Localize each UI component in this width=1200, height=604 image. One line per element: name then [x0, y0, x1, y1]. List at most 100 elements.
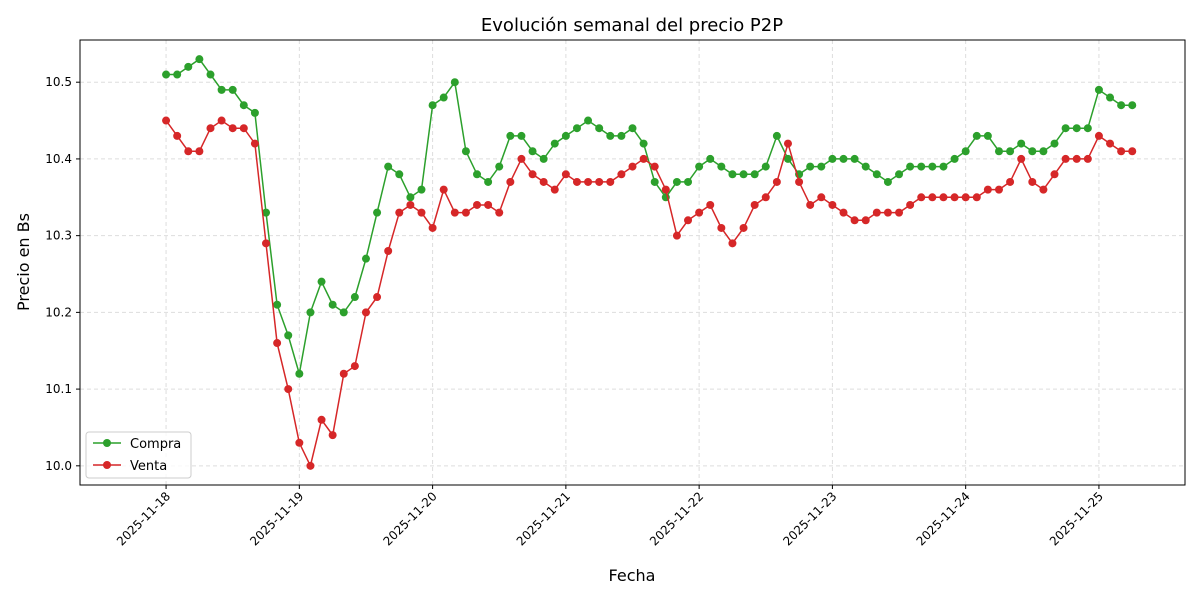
plot-frame	[79, 39, 1186, 486]
data-point-compra	[262, 208, 271, 217]
data-point-venta	[650, 162, 659, 171]
data-point-compra	[173, 70, 182, 79]
y-tick-label: 10.3	[45, 229, 72, 243]
data-point-compra	[895, 170, 904, 179]
data-point-venta	[395, 208, 404, 217]
data-point-venta	[572, 177, 581, 186]
data-point-venta	[1061, 154, 1070, 163]
data-point-venta	[1017, 154, 1026, 163]
data-point-venta	[295, 438, 304, 447]
data-point-venta	[584, 177, 593, 186]
data-point-venta	[1006, 177, 1015, 186]
x-tick-label: 2025-11-19	[247, 489, 306, 548]
data-point-venta	[339, 369, 348, 378]
data-point-compra	[484, 177, 493, 186]
data-point-venta	[239, 124, 248, 133]
data-point-venta	[550, 185, 559, 194]
data-point-compra	[839, 154, 848, 163]
data-point-compra	[328, 300, 337, 309]
data-point-compra	[439, 93, 448, 102]
data-point-compra	[1039, 147, 1048, 156]
data-point-compra	[828, 154, 837, 163]
chart-title: Evolución semanal del precio P2P	[481, 15, 783, 36]
data-point-compra	[384, 162, 393, 171]
data-point-compra	[750, 170, 759, 179]
data-point-compra	[239, 101, 248, 110]
data-point-venta	[761, 193, 770, 202]
data-point-compra	[772, 131, 781, 140]
data-point-compra	[939, 162, 948, 171]
data-point-venta	[528, 170, 537, 179]
data-point-compra	[162, 70, 171, 79]
data-point-compra	[672, 177, 681, 186]
data-point-venta	[917, 193, 926, 202]
data-point-compra	[206, 70, 215, 79]
data-point-compra	[317, 277, 326, 286]
data-point-venta	[406, 200, 415, 209]
data-point-compra	[706, 154, 715, 163]
data-point-compra	[584, 116, 593, 125]
data-point-compra	[1072, 124, 1081, 133]
legend-marker-compra	[103, 439, 111, 447]
data-point-venta	[539, 177, 548, 186]
data-point-venta	[717, 223, 726, 232]
data-point-venta	[439, 185, 448, 194]
data-point-compra	[428, 101, 437, 110]
data-point-compra	[473, 170, 482, 179]
data-point-venta	[450, 208, 459, 217]
data-point-venta	[206, 124, 215, 133]
data-point-venta	[606, 177, 615, 186]
y-tick-label: 10.5	[45, 75, 72, 89]
data-point-compra	[883, 177, 892, 186]
data-point-compra	[373, 208, 382, 217]
data-point-venta	[1050, 170, 1059, 179]
x-tick-label: 2025-11-22	[647, 489, 706, 548]
data-point-compra	[539, 154, 548, 163]
data-point-compra	[872, 170, 881, 179]
x-axis-label: Fecha	[609, 566, 656, 585]
data-point-venta	[195, 147, 204, 156]
data-point-compra	[606, 131, 615, 140]
data-point-compra	[717, 162, 726, 171]
data-point-venta	[384, 246, 393, 255]
data-point-compra	[684, 177, 693, 186]
data-point-venta	[617, 170, 626, 179]
data-point-compra	[461, 147, 470, 156]
x-tick-label: 2025-11-20	[381, 489, 440, 548]
data-point-compra	[1061, 124, 1070, 133]
legend-marker-venta	[103, 461, 111, 469]
data-point-compra	[1094, 85, 1103, 94]
x-tick-label: 2025-11-24	[914, 489, 973, 548]
y-tick-label: 10.4	[45, 152, 72, 166]
data-point-compra	[550, 139, 559, 148]
data-point-venta	[1106, 139, 1115, 148]
data-point-venta	[417, 208, 426, 217]
data-point-venta	[1117, 147, 1126, 156]
data-point-venta	[373, 293, 382, 302]
data-point-compra	[695, 162, 704, 171]
data-point-venta	[750, 200, 759, 209]
data-point-compra	[928, 162, 937, 171]
data-point-venta	[262, 239, 271, 248]
data-point-venta	[706, 200, 715, 209]
data-point-venta	[1094, 131, 1103, 140]
data-point-compra	[650, 177, 659, 186]
data-point-compra	[517, 131, 526, 140]
y-tick-label: 10.2	[45, 305, 72, 319]
x-tick-label: 2025-11-21	[514, 489, 573, 548]
data-point-venta	[273, 339, 282, 348]
data-point-compra	[850, 154, 859, 163]
data-point-compra	[628, 124, 637, 133]
y-axis-label: Precio en Bs	[14, 213, 33, 311]
data-point-venta	[517, 154, 526, 163]
data-point-venta	[861, 216, 870, 225]
data-point-compra	[983, 131, 992, 140]
data-point-venta	[939, 193, 948, 202]
y-tick-label: 10.1	[45, 382, 72, 396]
data-point-compra	[417, 185, 426, 194]
series-line-compra	[166, 58, 1133, 375]
data-point-compra	[817, 162, 826, 171]
legend-label-venta: Venta	[130, 459, 167, 474]
data-point-compra	[350, 293, 359, 302]
